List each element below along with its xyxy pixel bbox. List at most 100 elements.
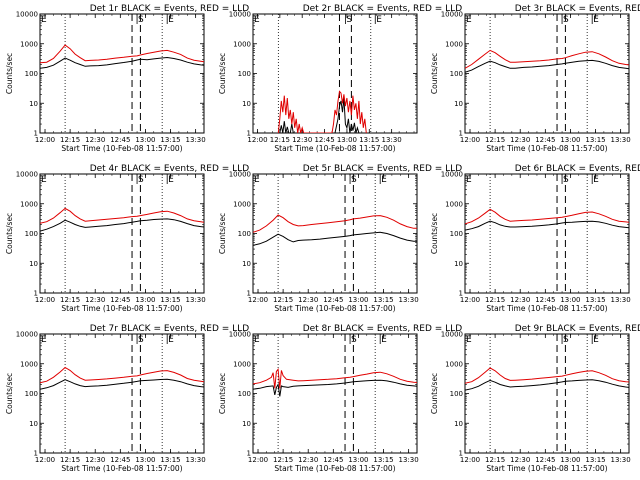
events-series-line xyxy=(279,97,360,133)
y-axis-label: Counts/sec xyxy=(430,213,439,254)
event-marker-label: S xyxy=(138,335,144,345)
x-tick-label: 13:15 xyxy=(585,296,605,304)
event-marker-label: E xyxy=(376,15,382,25)
x-tick-label: 12:45 xyxy=(110,136,130,144)
x-tick-label: 13:00 xyxy=(560,296,580,304)
x-tick-label: 12:00 xyxy=(35,456,55,464)
y-tick-label: 1 xyxy=(247,130,251,138)
x-tick-label: 12:15 xyxy=(60,136,80,144)
x-tick-label: 12:00 xyxy=(247,136,267,144)
plot-frame xyxy=(464,333,630,454)
x-tick-label: 12:15 xyxy=(485,456,505,464)
y-tick-label: 10000 xyxy=(441,171,463,179)
x-tick-label: 13:00 xyxy=(560,456,580,464)
y-tick-label: 100 xyxy=(25,230,38,238)
event-marker-label: S xyxy=(351,175,357,185)
x-tick-label: 13:00 xyxy=(560,136,580,144)
x-tick-label: 12:45 xyxy=(323,456,343,464)
y-tick-label: 100 xyxy=(238,390,251,398)
x-tick-label: 12:45 xyxy=(323,296,343,304)
x-tick-label: 12:30 xyxy=(85,136,105,144)
plot-frame xyxy=(464,173,630,294)
x-tick-label: 12:00 xyxy=(35,296,55,304)
y-axis-label: Counts/sec xyxy=(218,373,227,414)
x-axis-label: Start Time (10-Feb-08 11:57:00) xyxy=(274,144,395,153)
x-tick-label: 12:00 xyxy=(248,296,268,304)
x-tick-label: 13:30 xyxy=(186,456,206,464)
lld-series-line xyxy=(465,208,629,225)
y-tick-label: 10000 xyxy=(16,171,38,179)
y-tick-label: 10000 xyxy=(441,331,463,339)
y-tick-label: 1000 xyxy=(233,40,251,48)
y-tick-label: 1000 xyxy=(445,200,463,208)
x-tick-label: 12:15 xyxy=(273,296,293,304)
y-tick-label: 1 xyxy=(459,290,463,298)
y-tick-label: 1000 xyxy=(20,360,38,368)
panel-title: Det 9r xyxy=(515,324,544,334)
lld-series-line xyxy=(40,207,204,224)
panel-legend-text: BLACK = Events, RED = LLD xyxy=(334,324,462,334)
y-tick-label: 1000 xyxy=(233,360,251,368)
lld-series-line xyxy=(40,366,204,384)
lld-series-line xyxy=(465,367,629,384)
x-axis-label: Start Time (10-Feb-08 11:57:00) xyxy=(486,144,607,153)
x-tick-label: 12:15 xyxy=(60,296,80,304)
x-tick-label: 13:30 xyxy=(186,136,206,144)
x-tick-label: 12:45 xyxy=(314,136,334,144)
y-tick-label: 1 xyxy=(34,290,38,298)
x-tick-label: 12:45 xyxy=(535,136,555,144)
plot-frame xyxy=(464,13,630,134)
detector-panel: Det 7r BLACK = Events, RED = LLD 1 10 100 100… xyxy=(5,324,249,473)
event-marker-label: S xyxy=(563,175,569,185)
x-tick-label: 13:30 xyxy=(611,296,631,304)
event-marker-label: E xyxy=(41,335,47,345)
x-tick-label: 12:30 xyxy=(298,296,318,304)
y-tick-label: 1 xyxy=(247,450,251,458)
y-tick-label: 10000 xyxy=(229,11,251,19)
y-tick-label: 10 xyxy=(242,100,251,108)
x-tick-label: 12:30 xyxy=(85,456,105,464)
event-marker-label: E xyxy=(41,175,47,185)
x-tick-label: 13:15 xyxy=(373,456,393,464)
event-marker-label: E xyxy=(168,15,174,25)
x-tick-label: 12:00 xyxy=(248,456,268,464)
x-tick-label: 12:30 xyxy=(298,456,318,464)
panel-legend-text: BLACK = Events, RED = LLD xyxy=(121,4,249,14)
x-tick-label: 13:15 xyxy=(585,136,605,144)
panel-title: Det 6r xyxy=(515,164,544,174)
event-marker-label: S xyxy=(563,15,569,25)
plot-frame xyxy=(39,173,205,294)
y-tick-label: 10 xyxy=(242,420,251,428)
x-axis-label: Start Time (10-Feb-08 11:57:00) xyxy=(486,464,607,473)
x-tick-label: 12:00 xyxy=(460,296,480,304)
y-tick-label: 10 xyxy=(242,260,251,268)
plot-frame xyxy=(252,173,418,294)
x-axis-label: Start Time (10-Feb-08 11:57:00) xyxy=(61,464,182,473)
plot-frame xyxy=(252,333,418,454)
y-axis-label: Counts/sec xyxy=(218,53,227,94)
x-tick-label: 13:00 xyxy=(135,136,155,144)
x-axis-label: Start Time (10-Feb-08 11:57:00) xyxy=(61,144,182,153)
event-marker-label: E xyxy=(254,175,260,185)
panel-title: Det 5r xyxy=(303,164,332,174)
panel-title: Det 8r xyxy=(303,324,332,334)
detector-panel: Det 8r BLACK = Events, RED = LLD 1 10 100 100… xyxy=(218,324,462,473)
y-tick-label: 100 xyxy=(25,70,38,78)
x-tick-label: 12:15 xyxy=(270,136,290,144)
lld-series-line xyxy=(40,44,204,64)
y-tick-label: 1 xyxy=(459,450,463,458)
event-marker-label: E xyxy=(168,335,174,345)
detector-panel: Det 4r BLACK = Events, RED = LLD 1 10 100 100… xyxy=(5,164,249,313)
y-tick-label: 10000 xyxy=(229,331,251,339)
y-tick-label: 1000 xyxy=(20,40,38,48)
events-series-line xyxy=(253,231,417,246)
plot-frame xyxy=(252,13,418,134)
y-tick-label: 100 xyxy=(25,390,38,398)
event-marker-label: E xyxy=(593,335,599,345)
event-marker-label: S xyxy=(563,335,569,345)
panel-title: Det 3r xyxy=(515,4,544,14)
y-tick-label: 10 xyxy=(454,260,463,268)
y-tick-label: 1000 xyxy=(233,200,251,208)
x-tick-label: 13:30 xyxy=(611,136,631,144)
y-tick-label: 10 xyxy=(454,420,463,428)
